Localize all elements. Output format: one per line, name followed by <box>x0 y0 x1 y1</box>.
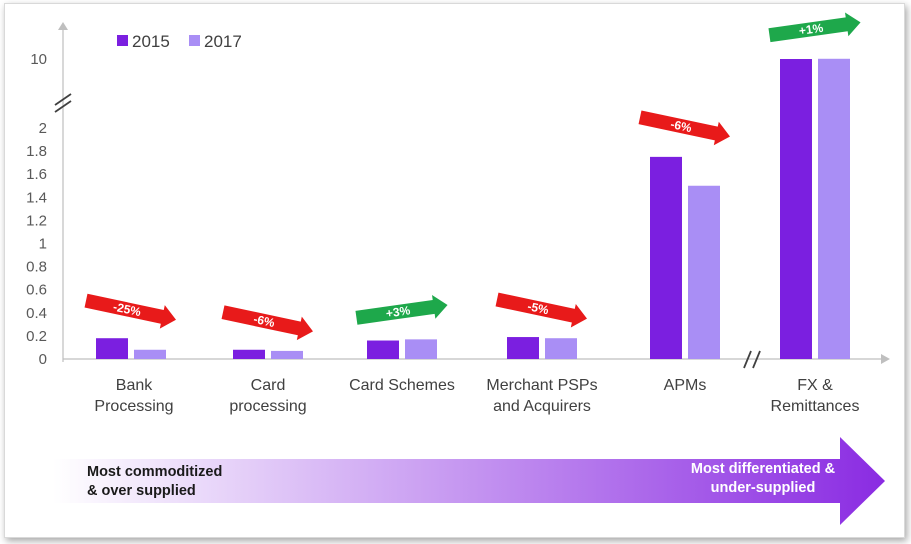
y-tick-label: 1.8 <box>26 143 47 160</box>
change-arrows: -25% -6% +3% -5% -6% +1% <box>84 12 861 341</box>
y-tick-label: 1.2 <box>26 212 47 229</box>
bar-series <box>96 58 850 360</box>
band-right-label-line2: under-supplied <box>711 480 816 496</box>
y-tick-label: 1.4 <box>26 189 47 206</box>
bar-2017-0 <box>134 349 166 359</box>
change-arrow-label: -6% <box>252 312 276 330</box>
category-label-0-line1: Processing <box>94 398 173 415</box>
band-right-label-line1: Most differentiated & <box>691 461 836 477</box>
bar-2017-2 <box>405 339 437 359</box>
category-label-1-line1: processing <box>229 398 306 415</box>
x-axis-arrowhead <box>881 354 890 364</box>
change-arrow-shape <box>84 293 176 329</box>
y-axis-break-icon <box>54 93 72 113</box>
change-arrow-label: -25% <box>112 300 143 320</box>
y-tick-label: 0.2 <box>26 328 47 345</box>
category-label-5-line0: FX & <box>797 377 833 394</box>
y-tick-label: 1.6 <box>26 166 47 183</box>
change-arrow-label: -5% <box>526 299 550 317</box>
change-arrow-5: +1% <box>768 12 861 43</box>
bar-2017-4 <box>688 185 720 359</box>
category-label-1-line0: Card <box>251 377 286 394</box>
y-tick-label: 0.8 <box>26 259 47 276</box>
change-arrow-label: -6% <box>669 117 693 135</box>
bar-2015-2 <box>367 340 399 359</box>
category-label-5-line1: Remittances <box>771 398 860 415</box>
bar-2017-1 <box>271 350 303 359</box>
y-tick-label: 2 <box>39 120 47 137</box>
y-tick-label: 1 <box>39 236 47 253</box>
bar-2015-0 <box>96 338 128 359</box>
change-arrow-shape <box>355 295 448 325</box>
category-label-2-line0: Card Schemes <box>349 377 455 394</box>
change-arrow-0: -25% <box>84 293 176 329</box>
legend-swatch-2015 <box>117 35 128 46</box>
change-arrow-shape <box>768 12 861 43</box>
chart-canvas: 2015 2017 00.20.40.60.811.21.41.61.8210 … <box>26 12 890 525</box>
bar-2015-3 <box>507 337 539 359</box>
bar-2017-5 <box>818 58 850 360</box>
change-arrow-2: +3% <box>355 295 448 325</box>
y-axis-ticks: 0 0.2 0.4 0.6 0.8 1 1.2 1.4 1.6 1.8 2 10 <box>26 51 47 368</box>
legend-label-2015: 2015 <box>132 32 170 51</box>
change-arrow-4: -6% <box>638 110 730 146</box>
chart-frame: 2015 2017 0 0.2 0.4 0.6 0.8 1 1.2 1.4 1.6 1.8 2 10 … <box>4 3 905 538</box>
change-arrow-1: -6% <box>221 305 313 341</box>
y-tick-label: 10 <box>30 51 47 68</box>
x-axis-break-icon <box>743 350 761 369</box>
legend-label-2017: 2017 <box>204 32 242 51</box>
change-arrow-label: +3% <box>385 303 411 320</box>
band-left-label-line2: & over supplied <box>87 483 196 499</box>
y-tick-label: 0 <box>39 351 47 368</box>
change-arrow-shape <box>495 292 587 328</box>
bar-2015-1 <box>233 349 265 359</box>
bar-2015-5 <box>780 59 812 359</box>
y-tick-label: 0.4 <box>26 305 47 322</box>
category-labels: Bank Processing Card processing Card Schemes… <box>94 377 859 415</box>
category-label-3-line0: Merchant PSPs <box>486 377 597 394</box>
change-arrow-label: +1% <box>798 21 824 38</box>
bar-2015-4 <box>650 156 682 359</box>
bar-2017-3 <box>545 338 577 359</box>
y-tick-label: 0.6 <box>26 282 47 299</box>
band-left-label-line1: Most commoditized <box>87 464 222 480</box>
change-arrow-3: -5% <box>495 292 587 328</box>
change-arrow-shape <box>221 305 313 341</box>
category-label-3-line1: and Acquirers <box>493 398 591 415</box>
category-label-4-line0: APMs <box>664 377 707 394</box>
change-arrow-shape <box>638 110 730 146</box>
legend-swatch-2017 <box>189 35 200 46</box>
category-label-0-line0: Bank <box>116 377 153 394</box>
y-axis-arrowhead <box>58 22 68 30</box>
commoditization-gradient-arrow <box>53 437 885 525</box>
